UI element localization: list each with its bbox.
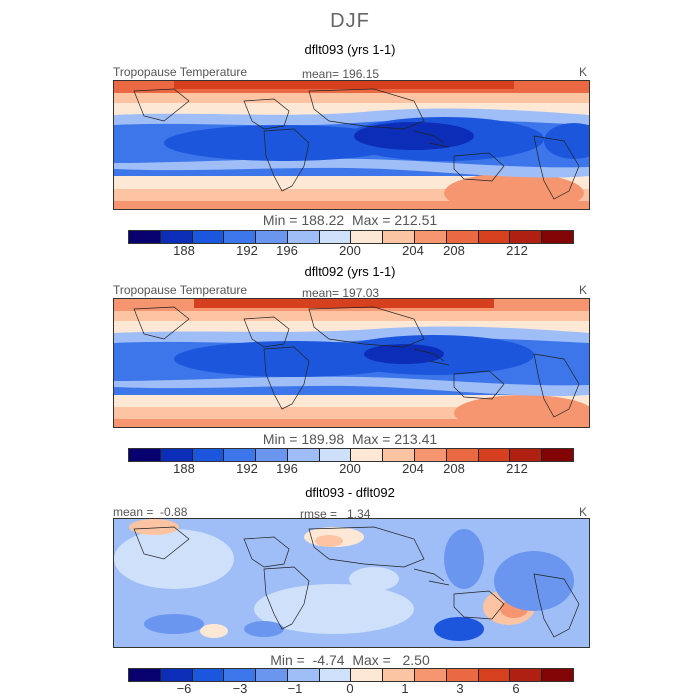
colorbar-swatch [351, 231, 384, 243]
colorbar-swatch [160, 669, 193, 681]
colorbar-swatch [478, 231, 511, 243]
panel2-map [113, 298, 590, 428]
panel3-tick: 0 [346, 681, 354, 696]
panel3-tick: 6 [512, 681, 520, 696]
colorbar-swatch [256, 231, 288, 243]
colorbar-swatch [383, 449, 416, 461]
panel3-rmse-label: rmse = 1.34 [300, 507, 371, 521]
colorbar-swatch [224, 231, 257, 243]
panel3-contour-field [114, 519, 589, 647]
colorbar-swatch [415, 669, 447, 681]
colorbar-swatch [160, 449, 193, 461]
colorbar-swatch [319, 669, 352, 681]
panel3-tick: 3 [456, 681, 464, 696]
panel3-units: K [579, 505, 588, 519]
colorbar-swatch [415, 231, 447, 243]
panel2-colorbar [128, 448, 574, 462]
panel2-minmax: Min = 189.98 Max = 213.41 [262, 431, 438, 447]
colorbar-swatch [319, 231, 352, 243]
colorbar-swatch [256, 669, 288, 681]
panel2-tick: 208 [443, 461, 465, 476]
panel2-units: K [579, 283, 588, 297]
colorbar-swatch [224, 449, 257, 461]
colorbar-swatch [192, 669, 225, 681]
colorbar-swatch [287, 669, 320, 681]
colorbar-swatch [256, 449, 288, 461]
colorbar-swatch [542, 231, 573, 243]
panel2-tick: 192 [236, 461, 258, 476]
panel2-tick: 196 [276, 461, 298, 476]
colorbar-swatch [319, 449, 352, 461]
colorbar-swatch [129, 231, 161, 243]
colorbar-swatch [192, 449, 225, 461]
panel1-tick: 212 [506, 243, 528, 258]
panel1-tick: 204 [402, 243, 424, 258]
colorbar-swatch [446, 669, 479, 681]
colorbar-swatch [383, 231, 416, 243]
colorbar-swatch [287, 449, 320, 461]
panel2-tick: 188 [173, 461, 195, 476]
colorbar-swatch [351, 669, 384, 681]
panel3-minmax: Min = -4.74 Max = 2.50 [270, 652, 430, 668]
panel3-tick: −6 [176, 681, 192, 696]
colorbar-swatch [351, 449, 384, 461]
panel3-title: dflt093 - dflt092 [305, 485, 395, 500]
panel1-tick: 200 [339, 243, 361, 258]
panel1-colorbar [128, 230, 574, 244]
panel3-map [113, 518, 590, 648]
colorbar-swatch [510, 449, 543, 461]
panel2-tick: 204 [402, 461, 424, 476]
colorbar-swatch [478, 669, 511, 681]
panel1-tick: 192 [236, 243, 258, 258]
panel1-map [113, 80, 590, 210]
colorbar-swatch [446, 231, 479, 243]
panel1-variable-label: Tropopause Temperature [113, 65, 248, 79]
panel1-title: dflt093 (yrs 1-1) [304, 42, 396, 57]
colorbar-swatch [192, 231, 225, 243]
panel2-mean-label: mean= 197.03 [302, 286, 380, 300]
panel3-tick: −3 [232, 681, 248, 696]
panel2-variable-label: Tropopause Temperature [113, 283, 248, 297]
panel1-contour-field [114, 81, 589, 209]
colorbar-swatch [129, 669, 161, 681]
panel1-tick: 208 [443, 243, 465, 258]
colorbar-swatch [542, 669, 573, 681]
colorbar-swatch [510, 669, 543, 681]
figure-title: DJF [330, 10, 370, 32]
colorbar-swatch [542, 449, 573, 461]
colorbar-swatch [415, 449, 447, 461]
panel1-tick: 196 [276, 243, 298, 258]
colorbar-swatch [446, 449, 479, 461]
panel1-minmax: Min = 188.22 Max = 212.51 [262, 212, 438, 228]
panel3-tick: −1 [287, 681, 303, 696]
panel2-tick: 200 [339, 461, 361, 476]
panel1-tick: 188 [173, 243, 195, 258]
panel3-colorbar [128, 668, 574, 682]
colorbar-swatch [160, 231, 193, 243]
colorbar-swatch [383, 669, 416, 681]
panel3-tick: 1 [401, 681, 409, 696]
colorbar-swatch [129, 449, 161, 461]
panel1-units: K [579, 65, 588, 79]
colorbar-swatch [224, 669, 257, 681]
colorbar-swatch [478, 449, 511, 461]
panel2-contour-field [114, 299, 589, 427]
panel2-title: dflt092 (yrs 1-1) [304, 264, 396, 279]
panel1-mean-label: mean= 196.15 [302, 67, 380, 81]
panel3-mean-label: mean = -0.88 [113, 505, 188, 519]
colorbar-swatch [287, 231, 320, 243]
panel2-tick: 212 [506, 461, 528, 476]
colorbar-swatch [510, 231, 543, 243]
